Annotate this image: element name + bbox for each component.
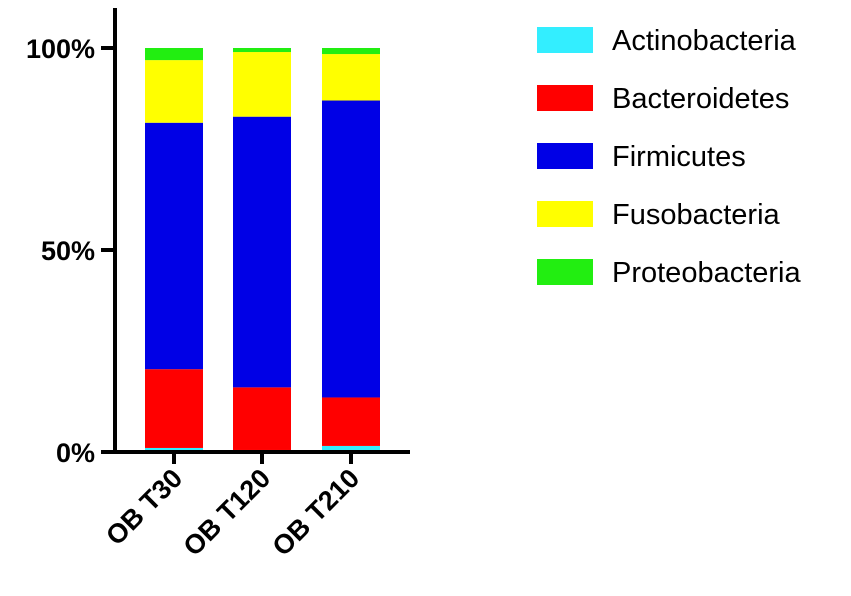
legend: Actinobacteria Bacteroidetes Firmicutes Fus… (537, 25, 801, 289)
bar-firmicutes-0 (145, 122, 203, 370)
legend-swatch-proteobacteria (537, 259, 593, 285)
legend-label-bacteroidetes: Bacteroidetes (612, 83, 789, 115)
y-tick-label: 100% (26, 34, 95, 64)
legend-swatch-actinobacteria (537, 27, 593, 53)
bar-actinobacteria-0 (145, 447, 203, 452)
bars-group (145, 48, 380, 452)
bar-fusobacteria-1 (233, 52, 291, 117)
x-category-label: OB T210 (267, 463, 366, 562)
x-category-label: OB T120 (178, 463, 277, 562)
y-tick-label: 50% (41, 236, 95, 266)
legend-swatch-bacteroidetes (537, 85, 593, 111)
bar-bacteroidetes-0 (145, 369, 203, 448)
bar-bacteroidetes-1 (233, 387, 291, 450)
legend-label-firmicutes: Firmicutes (612, 141, 746, 173)
bar-proteobacteria-1 (233, 48, 291, 53)
bar-proteobacteria-0 (145, 48, 203, 61)
legend-label-fusobacteria: Fusobacteria (612, 199, 781, 231)
y-ticks-group: 0% 50% 100% (26, 34, 115, 468)
bar-fusobacteria-2 (322, 54, 380, 101)
bar-actinobacteria-2 (322, 445, 380, 452)
legend-swatch-firmicutes (537, 143, 593, 169)
bar-fusobacteria-0 (145, 60, 203, 123)
bar-firmicutes-2 (322, 100, 380, 398)
bar-proteobacteria-2 (322, 48, 380, 55)
bar-firmicutes-1 (233, 116, 291, 388)
legend-label-proteobacteria: Proteobacteria (612, 257, 801, 289)
y-tick-label: 0% (56, 438, 95, 468)
bar-bacteroidetes-2 (322, 397, 380, 446)
x-category-label: OB T30 (100, 463, 188, 551)
legend-swatch-fusobacteria (537, 201, 593, 227)
legend-label-actinobacteria: Actinobacteria (612, 25, 797, 57)
